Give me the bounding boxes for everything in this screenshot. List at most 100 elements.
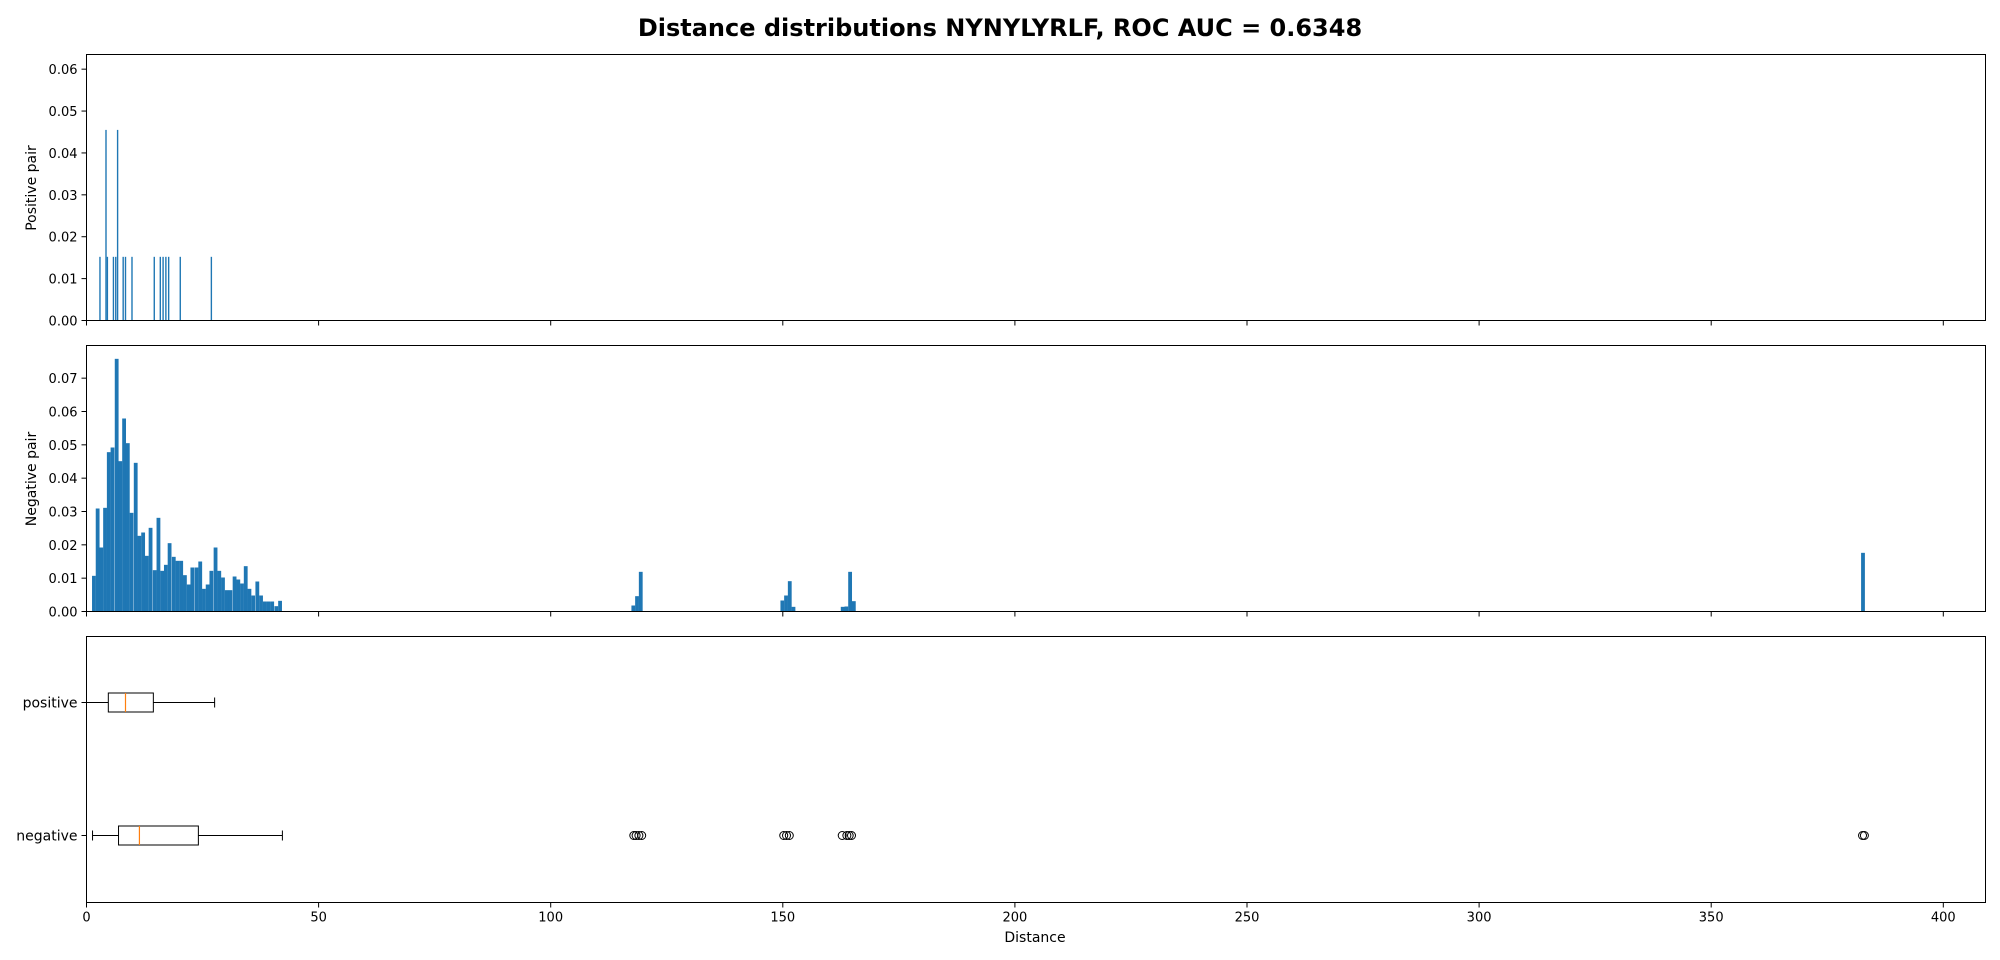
histogram-bar xyxy=(112,256,115,321)
histogram-bar xyxy=(114,358,119,612)
histogram-bar xyxy=(784,595,788,612)
outlier-point xyxy=(637,831,647,840)
histogram-bar xyxy=(175,560,180,612)
histogram-bar xyxy=(213,547,218,612)
outlier-point xyxy=(1858,831,1868,840)
outlier-point xyxy=(782,831,792,840)
histogram-bar xyxy=(99,256,101,321)
boxplot-xaxis: 0 50 100 150 200 250 300 350 400 xyxy=(82,902,1956,926)
positive-bars xyxy=(99,129,213,321)
outlier-point xyxy=(784,831,794,840)
histogram-bar xyxy=(274,606,279,612)
x-tick-label: 50 xyxy=(310,911,327,926)
negative-yaxis: 0.00 0.01 0.02 0.03 0.04 0.05 0.06 0.07 xyxy=(49,372,87,621)
histogram-bar xyxy=(162,256,164,321)
positive-plot-frame xyxy=(86,54,1986,321)
histogram-bar xyxy=(247,588,252,612)
histogram-bar xyxy=(152,570,157,612)
outlier-point xyxy=(779,831,789,840)
category-label: negative xyxy=(16,829,77,845)
histogram-bar xyxy=(221,577,225,612)
outlier-point xyxy=(842,831,852,840)
histogram-bar xyxy=(236,579,241,612)
y-tick-label: 0.03 xyxy=(49,189,78,204)
box-iqr xyxy=(118,825,199,846)
histogram-bar xyxy=(259,595,263,612)
histogram-bar xyxy=(232,576,237,612)
y-tick-label: 0.05 xyxy=(49,439,78,454)
x-tick-label: 300 xyxy=(1467,911,1492,926)
box-iqr xyxy=(107,692,154,713)
y-tick-label: 0.02 xyxy=(49,539,78,554)
histogram-bar xyxy=(124,256,127,321)
positive-ylabel: Positive pair xyxy=(24,145,40,231)
y-tick-label: 0.04 xyxy=(49,472,78,487)
x-tick-label: 150 xyxy=(770,911,795,926)
boxplot-panel: positive negative 0 50 100 150 200 250 300 350 40… xyxy=(16,636,1986,946)
histogram-bar xyxy=(194,567,199,612)
outlier-point xyxy=(847,831,857,840)
histogram-bar xyxy=(270,601,275,612)
histogram-bar xyxy=(92,575,96,612)
histogram-bar xyxy=(122,256,124,321)
positive-yaxis: 0.00 0.01 0.02 0.03 0.04 0.05 0.06 xyxy=(49,63,87,330)
x-tick-label: 0 xyxy=(82,911,90,926)
x-tick-label: 100 xyxy=(538,911,563,926)
histogram-bar xyxy=(156,517,161,612)
histogram-bar xyxy=(105,129,107,321)
negative-plot-frame xyxy=(86,345,1986,612)
histogram-bar xyxy=(240,583,244,612)
histogram-bar xyxy=(125,443,130,612)
histogram-bar xyxy=(141,532,146,612)
histogram-bar xyxy=(210,256,213,321)
histogram-bar xyxy=(137,535,142,612)
histogram-bar xyxy=(110,447,115,612)
histogram-bar xyxy=(631,605,636,612)
histogram-bar xyxy=(228,590,233,612)
histogram-bar xyxy=(179,560,184,612)
histogram-bar xyxy=(167,256,170,321)
histogram-bar xyxy=(202,588,206,612)
y-tick-label: 0.07 xyxy=(49,372,78,387)
histogram-bar xyxy=(165,256,167,321)
histogram-bar xyxy=(95,508,100,612)
histogram-bar xyxy=(840,606,845,612)
y-tick-label: 0.01 xyxy=(49,273,78,288)
x-tick-label: 200 xyxy=(1002,911,1027,926)
histogram-bar xyxy=(243,566,248,612)
y-tick-label: 0.00 xyxy=(49,606,78,621)
histogram-bar xyxy=(635,596,639,612)
histogram-bar xyxy=(266,601,271,612)
positive-histogram-panel: Positive pair 0.000.010.020.030.040.050.… xyxy=(24,54,1986,330)
histogram-bar xyxy=(224,590,229,612)
negative-bars xyxy=(92,358,1865,612)
histogram-bar xyxy=(1861,552,1865,612)
histogram-bar xyxy=(144,555,149,612)
x-axis-label: Distance xyxy=(1004,930,1065,946)
negative-xaxis xyxy=(86,611,1944,617)
histogram-bar xyxy=(787,581,792,612)
y-tick-label: 0.04 xyxy=(49,147,78,162)
negative-ylabel: Negative pair xyxy=(24,432,40,527)
y-tick-label: 0.00 xyxy=(49,315,78,330)
outlier-point xyxy=(634,831,644,840)
x-tick-label: 350 xyxy=(1699,911,1724,926)
histogram-bar xyxy=(167,543,172,612)
histogram-bar xyxy=(122,418,127,612)
histogram-bar xyxy=(115,256,117,321)
histogram-bar xyxy=(131,256,133,321)
histogram-bar xyxy=(106,452,111,612)
histogram-bar xyxy=(99,547,104,612)
y-tick-label: 0.06 xyxy=(49,63,78,78)
category-label: positive xyxy=(23,696,78,712)
positive-xaxis xyxy=(86,320,1944,326)
histogram-bar xyxy=(791,606,796,612)
histogram-bar xyxy=(205,584,210,612)
histogram-bar xyxy=(198,561,203,612)
histogram-bar xyxy=(209,570,214,612)
histogram-bar xyxy=(183,575,187,612)
histogram-bar xyxy=(186,584,191,612)
histogram-bar xyxy=(118,461,123,612)
histogram-bar xyxy=(844,606,849,612)
y-tick-label: 0.06 xyxy=(49,406,78,421)
